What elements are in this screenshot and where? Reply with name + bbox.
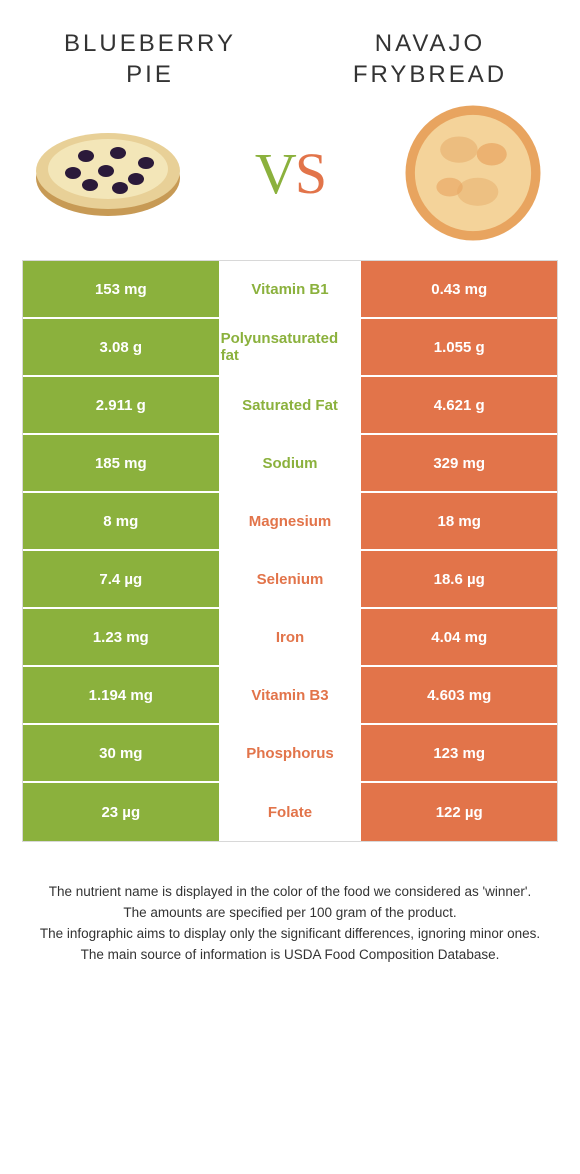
nutrient-name-cell: Phosphorus <box>221 725 360 781</box>
footer-line-4: The main source of information is USDA F… <box>20 945 560 966</box>
right-value-cell: 0.43 mg <box>359 261 557 317</box>
left-value-cell: 23 µg <box>23 783 221 841</box>
right-value-cell: 123 mg <box>359 725 557 781</box>
table-row: 185 mgSodium329 mg <box>23 435 557 493</box>
right-value-cell: 4.621 g <box>359 377 557 433</box>
nutrient-name-cell: Polyunsaturated fat <box>221 319 360 375</box>
left-value-cell: 2.911 g <box>23 377 221 433</box>
footer-notes: The nutrient name is displayed in the co… <box>0 842 580 966</box>
table-row: 30 mgPhosphorus123 mg <box>23 725 557 783</box>
vs-v: V <box>255 141 295 206</box>
right-value-cell: 329 mg <box>359 435 557 491</box>
nutrient-name-cell: Folate <box>221 783 360 841</box>
table-row: 7.4 µgSelenium18.6 µg <box>23 551 557 609</box>
right-value-cell: 4.603 mg <box>359 667 557 723</box>
table-row: 1.194 mgVitamin B34.603 mg <box>23 667 557 725</box>
table-row: 1.23 mgIron4.04 mg <box>23 609 557 667</box>
right-value-cell: 122 µg <box>359 783 557 841</box>
nutrient-name-cell: Vitamin B3 <box>221 667 360 723</box>
table-row: 3.08 gPolyunsaturated fat1.055 g <box>23 319 557 377</box>
vs-s: S <box>295 141 325 206</box>
left-value-cell: 1.194 mg <box>23 667 221 723</box>
footer-line-3: The infographic aims to display only the… <box>20 924 560 945</box>
nutrient-name-cell: Iron <box>221 609 360 665</box>
right-value-cell: 1.055 g <box>359 319 557 375</box>
nutrient-name-cell: Magnesium <box>221 493 360 549</box>
left-value-cell: 7.4 µg <box>23 551 221 607</box>
vs-label: VS <box>255 140 325 207</box>
nutrient-name-cell: Sodium <box>221 435 360 491</box>
left-value-cell: 30 mg <box>23 725 221 781</box>
nutrient-name-cell: Saturated Fat <box>221 377 360 433</box>
left-value-cell: 8 mg <box>23 493 221 549</box>
right-value-cell: 18.6 µg <box>359 551 557 607</box>
left-food-title: BLUEBERRY PIE <box>40 28 260 90</box>
left-value-cell: 1.23 mg <box>23 609 221 665</box>
table-row: 8 mgMagnesium18 mg <box>23 493 557 551</box>
right-food-title: NAVAJO FRYBREAD <box>320 28 540 90</box>
left-value-cell: 185 mg <box>23 435 221 491</box>
left-value-cell: 3.08 g <box>23 319 221 375</box>
images-row: VS <box>0 108 580 260</box>
header: BLUEBERRY PIE NAVAJO FRYBREAD <box>0 0 580 108</box>
right-value-cell: 18 mg <box>359 493 557 549</box>
nutrient-name-cell: Selenium <box>221 551 360 607</box>
footer-line-2: The amounts are specified per 100 gram o… <box>20 903 560 924</box>
nutrient-name-cell: Vitamin B1 <box>221 261 360 317</box>
table-row: 2.911 gSaturated Fat4.621 g <box>23 377 557 435</box>
nutrient-table: 153 mgVitamin B10.43 mg3.08 gPolyunsatur… <box>22 260 558 842</box>
navajo-frybread-image <box>385 108 560 238</box>
footer-line-1: The nutrient name is displayed in the co… <box>20 882 560 903</box>
left-value-cell: 153 mg <box>23 261 221 317</box>
right-value-cell: 4.04 mg <box>359 609 557 665</box>
table-row: 23 µgFolate122 µg <box>23 783 557 841</box>
table-row: 153 mgVitamin B10.43 mg <box>23 261 557 319</box>
blueberry-pie-image <box>20 108 195 238</box>
